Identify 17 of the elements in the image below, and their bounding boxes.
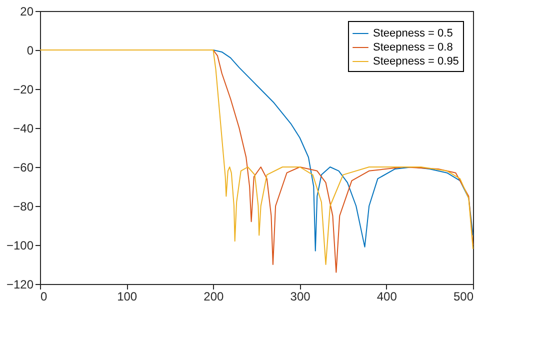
x-tick-label: 400 [376, 290, 398, 304]
x-tick-label: 0 [40, 290, 48, 304]
legend-label: Steepness = 0.8 [373, 42, 453, 54]
y-tick-label: −120 [6, 278, 34, 292]
y-tick-label: −20 [13, 82, 34, 96]
y-tick-label: −100 [6, 238, 34, 252]
legend-label: Steepness = 0.95 [373, 56, 459, 68]
x-tick-label: 100 [117, 290, 138, 304]
x-tick-label: 500 [453, 290, 474, 304]
y-tick-label: −40 [13, 122, 34, 136]
y-tick-label: −60 [13, 160, 34, 174]
y-tick-label: 20 [20, 4, 34, 18]
y-tick-label: −80 [13, 200, 34, 214]
y-tick-label: 0 [26, 44, 34, 58]
legend-label: Steepness = 0.5 [373, 28, 453, 40]
x-tick-label: 200 [204, 290, 224, 304]
x-tick-label: 300 [290, 290, 311, 304]
